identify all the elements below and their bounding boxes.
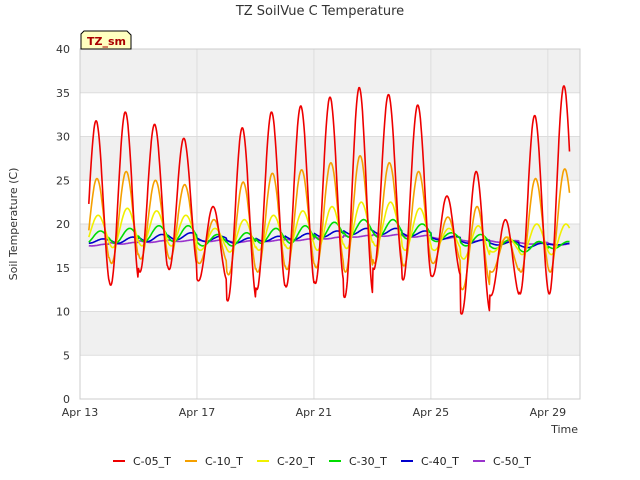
x-tick-label: Apr 29: [530, 406, 567, 419]
plot-band: [80, 136, 580, 181]
series-line-c-50-t: [88, 233, 570, 247]
y-tick-label: 5: [63, 349, 70, 362]
x-tick-label: Apr 25: [413, 406, 450, 419]
series-line-c-30-t: [88, 218, 570, 253]
legend: C-05_T C-10_T C-20_T C-30_T C-40_T C-50_T: [113, 455, 531, 468]
series-line-c-10-t: [88, 154, 571, 291]
y-tick-label: 20: [56, 218, 70, 231]
legend-label: C-20_T: [277, 455, 315, 468]
plot-background: [80, 49, 580, 356]
y-axis-ticks: 0 5 10 15 20 25 30 35 40: [56, 43, 70, 406]
legend-label: C-30_T: [349, 455, 387, 468]
x-tick-label: Apr 17: [179, 406, 216, 419]
y-tick-label: 40: [56, 43, 70, 56]
site-tag-label: TZ_sm: [87, 35, 126, 48]
plot-band: [80, 311, 580, 356]
legend-label: C-40_T: [421, 455, 459, 468]
y-tick-label: 0: [63, 393, 70, 406]
legend-label: C-10_T: [205, 455, 243, 468]
chart-title: TZ SoilVue C Temperature: [235, 4, 404, 19]
site-tag-box: [80, 30, 132, 50]
y-tick-label: 35: [56, 87, 70, 100]
x-tick-label: Apr 13: [62, 406, 99, 419]
y-axis-label: Soil Temperature (C): [7, 168, 20, 281]
y-tick-label: 25: [56, 174, 70, 187]
y-tick-label: 30: [56, 131, 70, 144]
legend-label: C-50_T: [493, 455, 531, 468]
series-line-c-05-t: [88, 85, 571, 315]
grid-lines: [79, 48, 580, 400]
plot-band: [80, 49, 580, 93]
x-axis-label: Time: [550, 423, 578, 436]
plot-band: [80, 224, 580, 268]
series-line-c-20-t: [88, 201, 571, 260]
x-axis-ticks: Apr 13 Apr 17 Apr 21 Apr 25 Apr 29: [62, 406, 566, 419]
site-tag: TZ_sm: [80, 30, 132, 50]
series-lines: [88, 85, 571, 315]
x-tick-label: Apr 21: [296, 406, 333, 419]
y-tick-label: 10: [56, 306, 70, 319]
plot-frame: [79, 48, 581, 400]
y-tick-label: 15: [56, 262, 70, 275]
legend-label: C-05_T: [133, 455, 171, 468]
